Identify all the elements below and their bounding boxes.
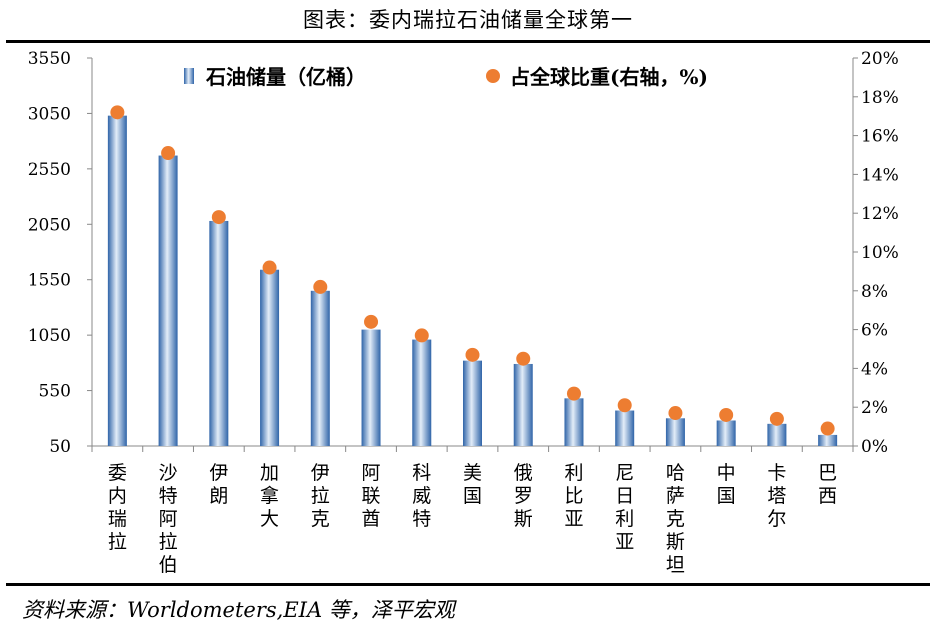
legend-bar-label: 石油储量（亿桶） — [205, 65, 366, 89]
dot — [769, 411, 784, 426]
bar — [818, 434, 838, 446]
x-tick-label: 尼日利亚 — [615, 462, 634, 553]
source-note: 资料来源：Worldometers,EIA 等，泽平宏观 — [22, 598, 455, 622]
dot — [719, 407, 734, 422]
x-tick-label: 卡塔尔 — [767, 462, 786, 530]
dot — [262, 260, 277, 275]
x-tick-label: 俄罗斯 — [514, 462, 533, 530]
y-tick-label-right: 0% — [861, 437, 888, 457]
dot — [313, 279, 328, 294]
dot — [364, 314, 379, 329]
dot — [414, 328, 429, 343]
x-tick-label: 哈萨克斯坦 — [666, 462, 685, 576]
y-tick-label-right: 18% — [861, 88, 899, 108]
y-tick-label-right: 2% — [861, 398, 888, 418]
bar — [513, 363, 533, 446]
y-tick-label-left: 2550 — [28, 160, 71, 180]
dots — [110, 105, 835, 436]
y-tick-label-left: 3550 — [28, 49, 71, 69]
dot — [566, 386, 581, 401]
dot — [668, 406, 683, 421]
x-tick-label: 科威特 — [412, 462, 431, 530]
bar — [361, 329, 381, 446]
y-tick-label-left: 2050 — [28, 215, 71, 235]
dot — [211, 210, 226, 225]
bar — [463, 360, 482, 446]
y-tick-label-right: 16% — [861, 127, 899, 147]
x-tick-label: 加拿大 — [260, 462, 279, 530]
axes: 3550 3050 2550 2050 1550 1050 550 50 20% 18% 16% 14… — [28, 49, 899, 576]
dot — [161, 146, 176, 161]
x-tick-label: 中国 — [717, 462, 736, 507]
dot — [465, 347, 480, 362]
bar — [615, 410, 635, 446]
top-rule — [6, 40, 930, 43]
bar — [412, 339, 432, 446]
y-tick-label-right: 20% — [861, 49, 899, 69]
bar — [665, 418, 685, 446]
dot — [516, 351, 531, 366]
bar — [716, 420, 736, 446]
y-tick-label-left: 1050 — [28, 326, 71, 346]
bars — [107, 115, 838, 446]
bottom-rule — [6, 583, 930, 586]
y-tick-label-left: 1550 — [28, 271, 71, 291]
y-tick-label-right: 8% — [861, 282, 888, 302]
y-tick-label-left: 3050 — [28, 104, 71, 124]
legend-bar-swatch — [184, 68, 194, 84]
bar — [564, 398, 584, 446]
x-tick-label: 巴西 — [818, 462, 837, 507]
x-tick-label: 沙特阿拉伯 — [159, 462, 178, 576]
x-tick-label: 利比亚 — [564, 462, 583, 530]
legend-dot-swatch — [486, 69, 500, 83]
dot — [110, 105, 125, 120]
y-tick-label-right: 6% — [861, 321, 888, 341]
y-tick-label-left: 550 — [39, 382, 71, 402]
bar — [158, 155, 178, 446]
y-tick-label-right: 14% — [861, 165, 899, 185]
bar — [767, 423, 787, 446]
y-tick-label-right: 12% — [861, 204, 899, 224]
bar — [310, 290, 330, 446]
x-tick-label: 委内瑞拉 — [108, 462, 127, 553]
x-tick-label: 美国 — [463, 462, 482, 507]
legend: 石油储量（亿桶） 占全球比重(右轴，%) — [184, 65, 708, 89]
dot — [820, 421, 835, 436]
y-tick-label-right: 10% — [861, 243, 899, 263]
x-tick-label: 伊拉克 — [311, 462, 330, 530]
y-tick-label-right: 4% — [861, 359, 888, 379]
bar — [209, 220, 229, 446]
x-tick-label: 阿联酋 — [362, 462, 381, 530]
chart-title: 图表：委内瑞拉石油储量全球第一 — [303, 8, 633, 32]
x-tick-label: 伊朗 — [209, 462, 228, 507]
bar — [107, 115, 127, 446]
legend-dot-label: 占全球比重(右轴，%) — [510, 65, 708, 89]
dot — [617, 398, 632, 413]
y-tick-label-left: 50 — [49, 437, 71, 457]
bar — [260, 269, 280, 446]
